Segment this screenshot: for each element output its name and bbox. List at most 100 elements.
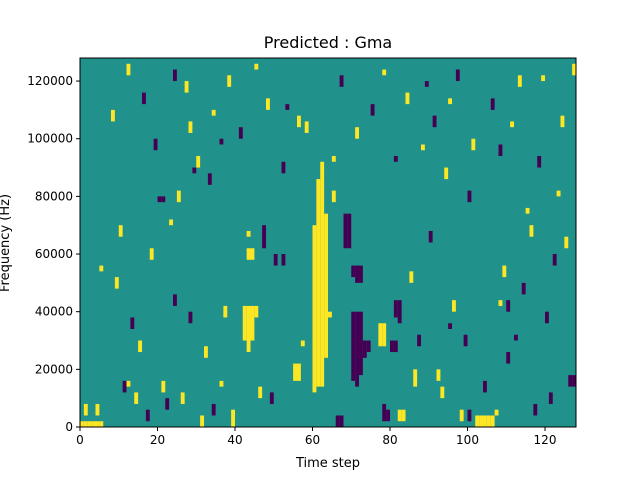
heatmap-cell-high [99,265,104,272]
heatmap-cell-high [475,415,480,427]
heatmap-cell-high [498,300,503,306]
heatmap-cell-high [324,213,329,358]
heatmap-cell-high [331,190,336,203]
heatmap-cell-high [99,421,104,427]
heatmap-cell-low [211,403,216,416]
heatmap-cell-low [192,167,197,174]
heatmap-cell-high [572,63,577,76]
heatmap-cell-high [118,225,123,237]
heatmap-cell-low [351,265,356,278]
heatmap-cell-low [173,294,177,306]
y-tick-label: 120000 [27,74,73,88]
heatmap-cell-high [87,421,92,427]
heatmap-cell-high [517,75,522,87]
heatmap-cell-high [355,127,360,139]
heatmap-cell-high [250,305,255,341]
heatmap-cell-high [184,81,189,93]
heatmap-cell-low [490,98,495,110]
heatmap-cell-low [188,311,193,324]
heatmap-cell-low [506,352,511,364]
plot-area [79,57,577,428]
heatmap-cell-high [211,109,216,116]
heatmap-cell-high [502,265,507,278]
heatmap-cell-high [83,421,88,427]
heatmap-cell-high [459,409,464,422]
heatmap-cell-low [285,104,290,110]
heatmap-cell-high [242,305,247,341]
heatmap-cell-high [448,98,453,105]
y-axis: 0 20000 40000 60000 80000 100000 120000 [27,74,80,434]
heatmap-cell-high [304,121,309,133]
heatmap-cell-high [479,415,484,427]
heatmap-cell-low [165,398,170,410]
heatmap-cell-high [258,386,263,399]
heatmap-cell-low [424,81,429,87]
heatmap-cell-high [378,323,383,347]
heatmap-cell-low [281,161,286,174]
heatmap-cell-high [250,248,255,260]
x-tick-label: 60 [305,433,320,447]
heatmap-cell-low [122,380,127,393]
heatmap-cell-low [455,69,460,82]
heatmap-cells [80,63,577,427]
y-axis-label: Frequency (Hz) [0,194,13,292]
heatmap-cell-low [467,409,472,422]
heatmap-cell-high [529,225,534,237]
heatmap-cell-high [188,121,193,133]
heatmap-cell-low [145,409,150,422]
heatmap-cell-low [521,282,526,295]
heatmap-cell-high [176,190,181,203]
y-tick-label: 20000 [35,362,73,376]
heatmap-cell-high [169,219,174,226]
heatmap-cell-low [382,403,387,422]
y-tick-label: 60000 [35,247,73,261]
heatmap-cell-high [444,167,449,180]
x-tick-label: 40 [227,433,242,447]
heatmap-cell-low [572,375,577,387]
heatmap-cell-high [401,409,406,422]
heatmap-cell-low [355,265,360,283]
heatmap-cell-low [207,173,212,185]
plot-frame [79,57,577,428]
heatmap-cell-high [413,369,418,387]
heatmap-cell-low [238,127,243,139]
heatmap-cell-low [273,254,278,266]
heatmap-cell-low [362,340,367,358]
heatmap-cell-high [382,69,387,76]
heatmap-cell-high [149,248,154,260]
heatmap-cell-low [359,311,363,376]
heatmap-cell-high [452,300,456,312]
heatmap-cell-low [130,317,135,329]
heatmap-cell-high [180,392,185,404]
heatmap-cell-low [552,254,557,266]
chart-title: Predicted : Gma [264,33,392,52]
x-axis: 0 20 40 60 80 100 120 [76,427,556,447]
heatmap-cell-high [409,271,414,283]
heatmap-cell-high [316,179,321,387]
y-tick-label: 100000 [27,132,73,146]
heatmap-cell-low [463,334,468,347]
heatmap-cell-low [335,415,340,427]
heatmap-cell-high [436,369,441,381]
x-axis-label: Time step [295,456,360,471]
heatmap-cell-low [219,138,224,145]
x-tick-label: 20 [150,433,165,447]
heatmap-cell-high [138,340,143,353]
heatmap-cell-high [510,121,515,128]
heatmap-cell-low [153,138,158,151]
heatmap-cell-high [320,161,325,387]
heatmap-cell-low [506,300,511,312]
x-tick-label: 80 [382,433,397,447]
heatmap-cell-high [83,403,88,416]
heatmap-cell-low [533,403,538,416]
heatmap-cell-high [95,403,100,416]
heatmap-cell-high [231,409,236,427]
heatmap-cell-high [541,75,546,82]
heatmap-cell-high [405,92,410,105]
heatmap-cell-high [80,421,84,427]
heatmap-cell-low [467,190,472,203]
heatmap-cell-high [471,138,476,151]
heatmap-cell-high [266,98,270,110]
heatmap-cell-high [227,75,232,87]
